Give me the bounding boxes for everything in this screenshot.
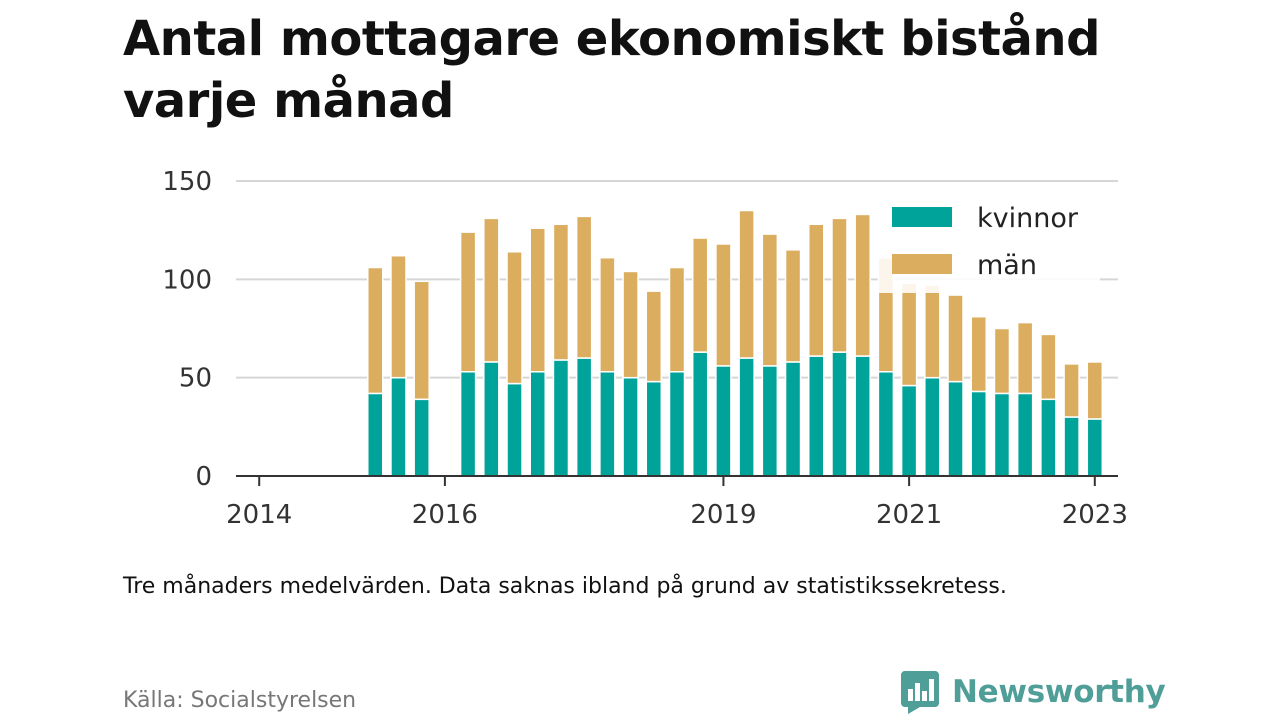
bar-kvinnor: [552, 359, 570, 477]
bar-kvinnor: [1040, 398, 1057, 477]
bar-man: [483, 217, 500, 363]
bar-kvinnor: [691, 351, 709, 477]
bar-kvinnor: [970, 390, 987, 477]
brand-name: Newsworthy: [952, 674, 1166, 710]
bar-kvinnor: [808, 355, 825, 477]
legend-swatch-kvinnor: [892, 207, 952, 227]
chart: 0 50 100 150 2014 2016 2019 2021 2023 kvinnor mä…: [162, 167, 1128, 530]
bar-man: [506, 251, 523, 385]
source-note: Källa: Socialstyrelsen: [123, 688, 357, 713]
bar-man: [1016, 321, 1034, 395]
bar-man: [831, 217, 848, 353]
bar-man: [413, 280, 430, 401]
bar-kvinnor: [947, 380, 964, 477]
bar-man: [715, 243, 732, 367]
x-tick-label: 2023: [1062, 500, 1128, 530]
bar-man: [900, 282, 918, 387]
footnote: Tre månaders medelvärden. Data saknas ib…: [123, 574, 1007, 599]
bar-kvinnor: [622, 376, 639, 477]
bar-kvinnor: [761, 365, 779, 477]
bar-kvinnor: [529, 371, 546, 477]
bar-man: [924, 284, 941, 379]
bar-man: [947, 294, 964, 383]
bar-kvinnor: [668, 371, 686, 477]
bar-kvinnor: [506, 382, 523, 477]
bar-kvinnor: [390, 376, 407, 477]
brand-logo: Newsworthy: [900, 668, 1166, 716]
bar-man: [738, 209, 755, 359]
y-tick-label: 100: [162, 265, 212, 295]
bar-man: [367, 266, 384, 395]
bar-man: [1063, 363, 1080, 418]
bar-man: [645, 290, 663, 383]
bar-kvinnor: [575, 357, 593, 477]
bar-kvinnor: [483, 361, 500, 477]
legend-label-man: män: [977, 250, 1037, 281]
x-tick-label: 2021: [876, 500, 942, 530]
x-tick-label: 2019: [690, 500, 756, 530]
x-tick-label: 2016: [412, 500, 478, 530]
bar-man: [529, 227, 546, 373]
bar-kvinnor: [831, 351, 848, 477]
bar-kvinnor: [459, 371, 477, 477]
bar-man: [622, 270, 639, 379]
bar-kvinnor: [1086, 418, 1104, 477]
bar-man: [970, 315, 987, 393]
bar-kvinnor: [924, 376, 941, 477]
bar-kvinnor: [413, 398, 430, 477]
chart-title: Antal mottagare ekonomiskt bistånd varje…: [123, 11, 1100, 129]
bar-man: [599, 256, 616, 373]
bar-man: [993, 327, 1011, 395]
bar-man: [575, 215, 593, 359]
bar-man: [854, 213, 871, 357]
x-tick-label: 2014: [226, 500, 292, 530]
newsworthy-logo-icon: [901, 671, 939, 714]
bar-man: [761, 233, 779, 367]
axes: 0 50 100 150 2014 2016 2019 2021 2023: [162, 167, 1128, 530]
legend-label-kvinnor: kvinnor: [977, 203, 1079, 234]
bar-kvinnor: [367, 392, 384, 477]
y-tick-label: 0: [195, 462, 212, 492]
bar-kvinnor: [877, 371, 895, 477]
bar-man: [808, 223, 825, 357]
y-tick-label: 50: [179, 364, 212, 394]
bar-kvinnor: [645, 380, 663, 477]
bar-kvinnor: [599, 371, 616, 477]
y-tick-label: 150: [162, 167, 212, 197]
bar-kvinnor: [900, 384, 918, 477]
bar-kvinnor: [1016, 392, 1034, 477]
legend: kvinnor män: [878, 185, 1100, 293]
bar-man: [390, 254, 407, 379]
bar-kvinnor: [1063, 416, 1080, 477]
bar-man: [784, 249, 802, 363]
bar-kvinnor: [738, 357, 755, 477]
bar-man: [1040, 333, 1057, 401]
bar-man: [552, 223, 570, 361]
bar-kvinnor: [715, 365, 732, 477]
bar-kvinnor: [993, 392, 1011, 477]
bar-man: [691, 237, 709, 353]
bar-man: [459, 231, 477, 373]
bar-man: [668, 266, 686, 373]
bar-man: [1086, 361, 1104, 420]
bar-kvinnor: [784, 361, 802, 477]
bar-kvinnor: [854, 355, 871, 477]
legend-swatch-man: [892, 254, 952, 274]
